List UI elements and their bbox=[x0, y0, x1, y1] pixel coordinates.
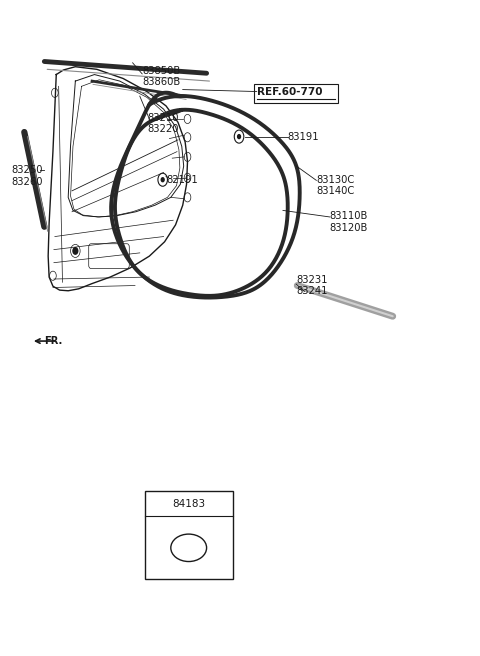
Text: 83110B
83120B: 83110B 83120B bbox=[330, 211, 368, 233]
Circle shape bbox=[238, 134, 240, 138]
Circle shape bbox=[73, 248, 78, 254]
FancyBboxPatch shape bbox=[144, 491, 233, 579]
Circle shape bbox=[161, 178, 164, 182]
Text: 82191: 82191 bbox=[166, 175, 198, 186]
Text: 83231
83241: 83231 83241 bbox=[296, 275, 328, 297]
Text: 84183: 84183 bbox=[172, 499, 205, 508]
Text: REF.60-770: REF.60-770 bbox=[257, 87, 322, 96]
Text: 83191: 83191 bbox=[288, 132, 319, 142]
Text: 83850B
83860B: 83850B 83860B bbox=[142, 66, 180, 87]
Text: 83130C
83140C: 83130C 83140C bbox=[316, 174, 355, 196]
Text: 83210
83220: 83210 83220 bbox=[147, 113, 179, 134]
Text: FR.: FR. bbox=[44, 336, 63, 346]
Text: 83250
83260: 83250 83260 bbox=[11, 165, 42, 186]
